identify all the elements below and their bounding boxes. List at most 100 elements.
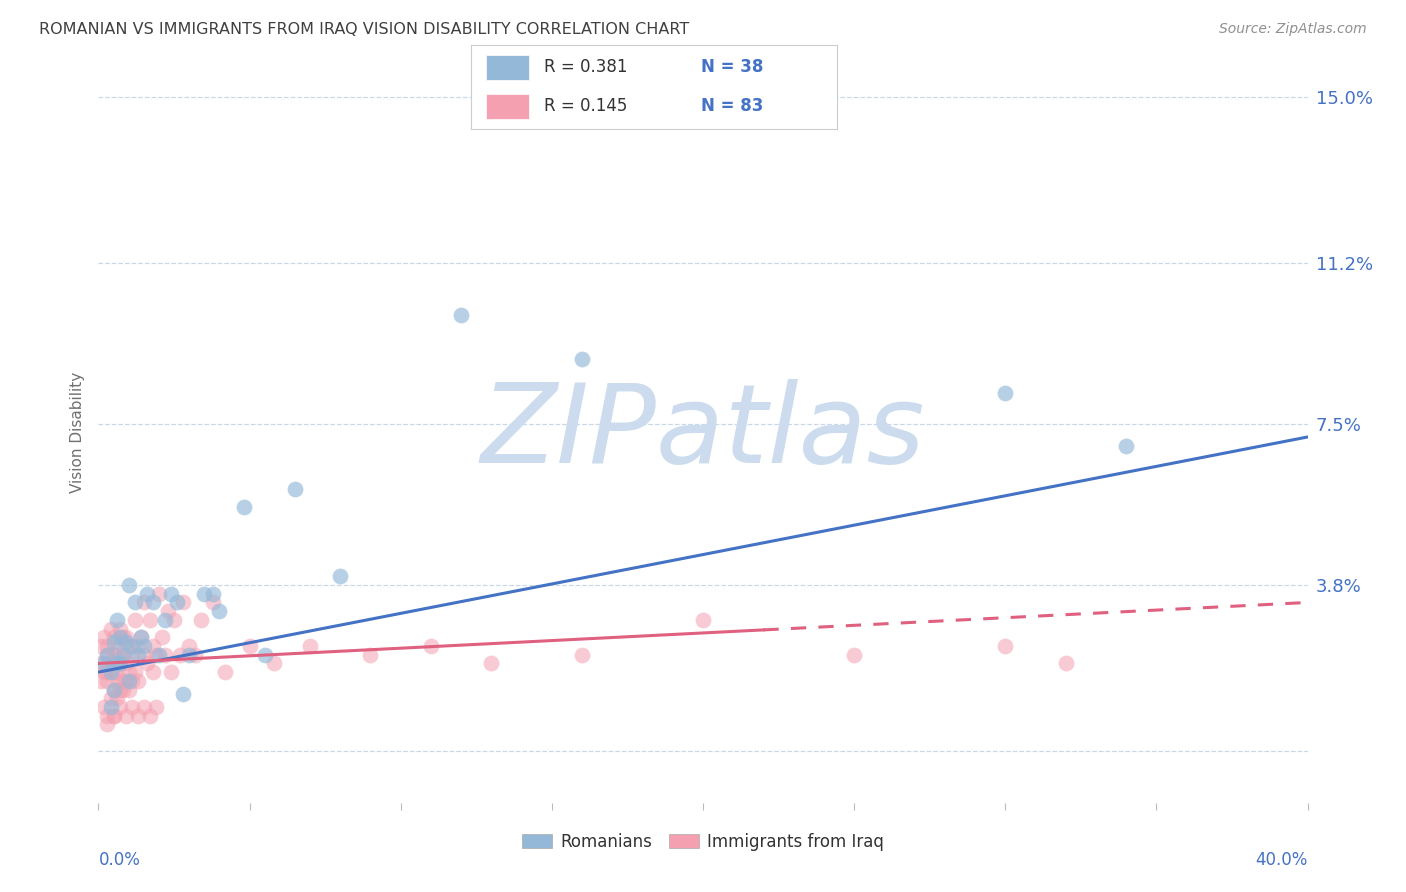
Point	[121, 673, 143, 688]
Point	[129, 630, 152, 644]
Point	[127, 708, 149, 723]
Point	[108, 682, 131, 697]
Point	[145, 700, 167, 714]
FancyBboxPatch shape	[485, 54, 530, 80]
Point	[114, 634, 136, 648]
Point	[103, 708, 125, 723]
Point	[105, 613, 128, 627]
Point	[692, 613, 714, 627]
Point	[124, 665, 146, 680]
Point	[118, 639, 141, 653]
Point	[360, 648, 382, 662]
Point	[100, 691, 122, 706]
Point	[100, 657, 122, 671]
Point	[156, 604, 179, 618]
Point	[93, 665, 115, 680]
Point	[105, 673, 128, 688]
Point	[127, 648, 149, 662]
Point	[103, 665, 125, 680]
Point	[450, 308, 472, 322]
Text: Source: ZipAtlas.com: Source: ZipAtlas.com	[1219, 22, 1367, 37]
Point	[239, 639, 262, 653]
Point	[96, 665, 118, 680]
Point	[148, 587, 170, 601]
Point	[93, 700, 115, 714]
Text: 0.0%: 0.0%	[98, 851, 141, 869]
Point	[232, 500, 254, 514]
Point	[108, 622, 131, 636]
Point	[105, 639, 128, 653]
Point	[193, 587, 215, 601]
Point	[105, 691, 128, 706]
Point	[100, 622, 122, 636]
Point	[111, 673, 134, 688]
Point	[214, 665, 236, 680]
Point	[118, 682, 141, 697]
Point	[90, 639, 112, 653]
Point	[96, 648, 118, 662]
Point	[150, 630, 173, 644]
Point	[190, 613, 212, 627]
Point	[90, 657, 112, 671]
Point	[179, 648, 201, 662]
Point	[103, 708, 125, 723]
Point	[129, 630, 152, 644]
Point	[90, 673, 112, 688]
Point	[169, 648, 191, 662]
Point	[148, 648, 170, 662]
Point	[994, 639, 1017, 653]
Point	[124, 595, 146, 609]
Point	[160, 587, 183, 601]
Point	[139, 613, 162, 627]
Point	[202, 595, 225, 609]
Point	[284, 482, 307, 496]
Point	[132, 595, 155, 609]
Point	[121, 639, 143, 653]
Point	[163, 613, 186, 627]
Point	[114, 657, 136, 671]
Point	[111, 630, 134, 644]
Point	[105, 657, 128, 671]
Point	[114, 673, 136, 688]
Point	[93, 657, 115, 671]
Point	[153, 648, 176, 662]
Point	[121, 648, 143, 662]
Point	[145, 648, 167, 662]
Point	[179, 639, 201, 653]
Point	[1054, 657, 1077, 671]
Point	[93, 630, 115, 644]
Point	[114, 708, 136, 723]
Point	[160, 665, 183, 680]
Point	[114, 630, 136, 644]
Text: N = 83: N = 83	[702, 97, 763, 115]
Point	[571, 351, 593, 366]
Point	[121, 700, 143, 714]
Point	[96, 673, 118, 688]
Point	[172, 595, 194, 609]
Point	[103, 630, 125, 644]
Point	[132, 700, 155, 714]
FancyBboxPatch shape	[485, 94, 530, 120]
Point	[172, 687, 194, 701]
Point	[96, 717, 118, 731]
Point	[166, 595, 188, 609]
Text: ZIPatlas: ZIPatlas	[481, 379, 925, 486]
Y-axis label: Vision Disability: Vision Disability	[70, 372, 86, 493]
Point	[420, 639, 443, 653]
Point	[184, 648, 207, 662]
Point	[127, 673, 149, 688]
Point	[142, 665, 165, 680]
Point	[153, 613, 176, 627]
Point	[844, 648, 866, 662]
Point	[299, 639, 322, 653]
Point	[103, 682, 125, 697]
Text: 40.0%: 40.0%	[1256, 851, 1308, 869]
Point	[108, 700, 131, 714]
Point	[111, 682, 134, 697]
Point	[108, 657, 131, 671]
Text: ROMANIAN VS IMMIGRANTS FROM IRAQ VISION DISABILITY CORRELATION CHART: ROMANIAN VS IMMIGRANTS FROM IRAQ VISION …	[39, 22, 689, 37]
Point	[132, 639, 155, 653]
Text: R = 0.145: R = 0.145	[544, 97, 627, 115]
Point	[1115, 439, 1137, 453]
Point	[111, 648, 134, 662]
